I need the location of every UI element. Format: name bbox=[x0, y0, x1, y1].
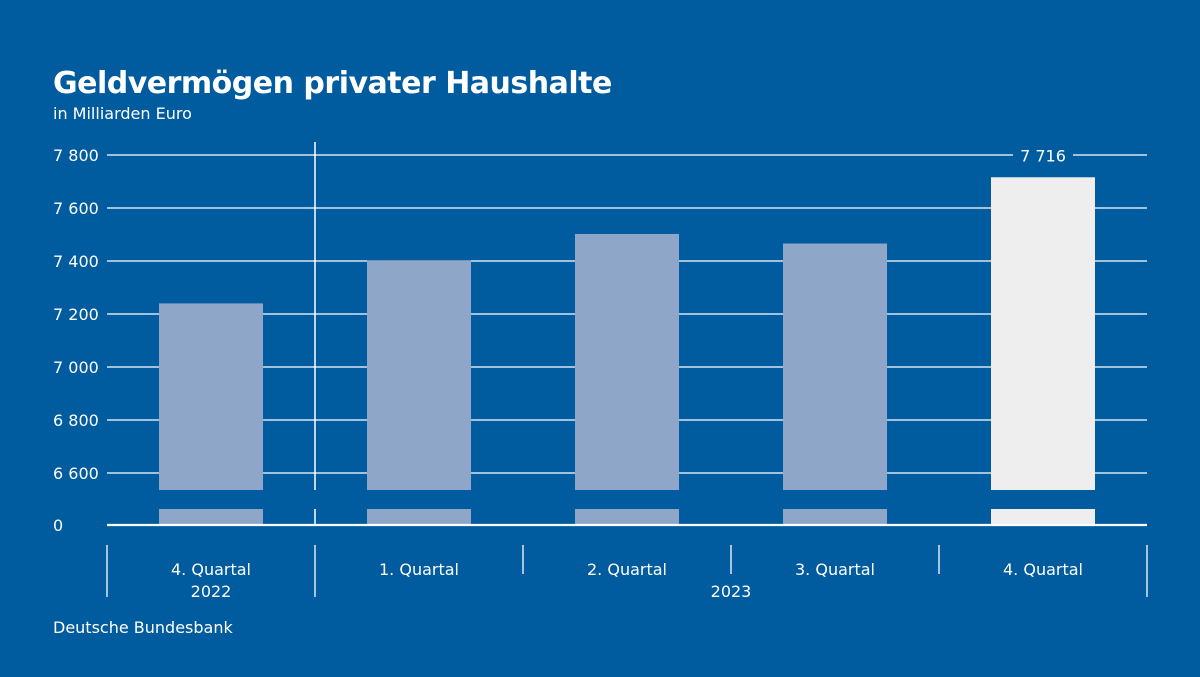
bar-stub bbox=[367, 509, 471, 525]
bar-stub bbox=[991, 509, 1095, 525]
bar-stub bbox=[783, 509, 887, 525]
y-tick-label: 7 400 bbox=[53, 252, 99, 271]
x-tick-label: 4. Quartal bbox=[1003, 560, 1083, 579]
y-tick-label: 6 800 bbox=[53, 411, 99, 430]
labels: 7 800 7 600 7 400 7 200 7 000 6 800 6 600 0 7 71… bbox=[53, 145, 1083, 601]
x-tick-label: 4. Quartal bbox=[171, 560, 251, 579]
data-label: 7 716 bbox=[1020, 146, 1066, 165]
chart-subtitle: in Milliarden Euro bbox=[53, 104, 192, 123]
chart-title: Geldvermögen privater Haushalte bbox=[53, 66, 612, 101]
x-group-label: 2023 bbox=[711, 582, 752, 601]
bar bbox=[367, 260, 471, 490]
y-tick-label: 0 bbox=[53, 516, 63, 535]
y-tick-label: 7 200 bbox=[53, 305, 99, 324]
x-tick-label: 3. Quartal bbox=[795, 560, 875, 579]
x-tick-label: 2. Quartal bbox=[587, 560, 667, 579]
bar bbox=[575, 233, 679, 490]
bar bbox=[991, 177, 1095, 490]
bar bbox=[783, 243, 887, 490]
bar-stub bbox=[159, 509, 263, 525]
bar-stub bbox=[575, 509, 679, 525]
source-note: Deutsche Bundesbank bbox=[53, 618, 233, 637]
axes bbox=[106, 142, 1148, 597]
data-label-backdrop bbox=[1013, 145, 1073, 168]
x-group-label: 2022 bbox=[191, 582, 232, 601]
bars bbox=[159, 177, 1095, 525]
y-tick-label: 7 000 bbox=[53, 358, 99, 377]
y-tick-label: 6 600 bbox=[53, 464, 99, 483]
bar bbox=[159, 303, 263, 490]
y-tick-label: 7 600 bbox=[53, 199, 99, 218]
x-tick-label: 1. Quartal bbox=[379, 560, 459, 579]
y-tick-label: 7 800 bbox=[53, 146, 99, 165]
